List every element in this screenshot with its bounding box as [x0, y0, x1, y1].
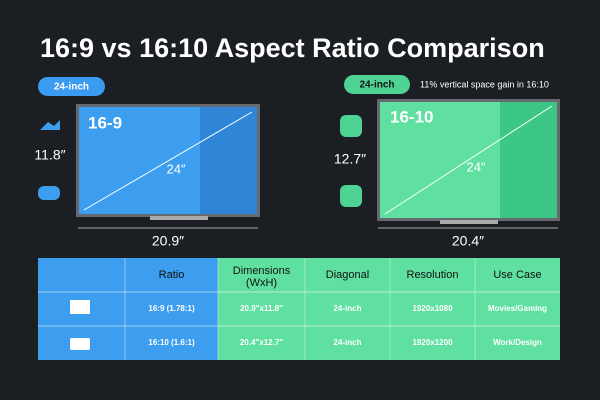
icon — [340, 115, 362, 137]
header-cell: Resolution — [407, 269, 459, 281]
badge-text: 24-inch — [359, 80, 394, 91]
width-label: 20.4″ — [452, 233, 484, 249]
note: 11% vertical space gain in 16:10 — [420, 79, 549, 89]
icon — [340, 185, 362, 207]
cell: 20.9″x11.8″ — [240, 304, 283, 313]
icon — [40, 120, 60, 130]
header-cell: Use Case — [493, 269, 541, 281]
table-blue — [38, 258, 218, 360]
screen-label: 16-10 — [390, 107, 433, 126]
cell: 24-inch — [333, 304, 361, 313]
cell: Work/Design — [493, 338, 542, 347]
cell: 1920x1080 — [412, 304, 453, 313]
header-cell: (WxH) — [246, 277, 277, 289]
row-icon — [70, 300, 90, 314]
header-cell: Dimensions — [233, 265, 291, 277]
stand — [150, 216, 208, 220]
badge-text: 24-inch — [54, 82, 89, 93]
badge — [38, 77, 105, 96]
title: 16:9 vs 16:10 Aspect Ratio Comparison — [40, 33, 545, 63]
row-icon — [70, 338, 90, 350]
screen-shade — [500, 102, 557, 218]
cell: 16:9 (1.78:1) — [148, 304, 195, 313]
cell: 16:10 (1.6:1) — [148, 338, 195, 347]
stand — [440, 220, 498, 224]
cell: 20.4″x12.7″ — [240, 338, 283, 347]
cell: Movies/Gaming — [488, 304, 547, 313]
width-label: 20.9″ — [152, 233, 184, 249]
cell: 24-inch — [333, 338, 361, 347]
cell: 1920x1200 — [412, 338, 453, 347]
badge — [344, 75, 410, 94]
screen-shade — [200, 107, 257, 214]
diagonal-label: 24″ — [466, 159, 485, 174]
height-label: 11.8″ — [34, 147, 65, 163]
table — [38, 258, 560, 360]
diagonal-line — [384, 105, 553, 215]
screen-label: 16-9 — [88, 113, 122, 132]
header-cell: Diagonal — [326, 269, 369, 281]
diagonal-label: 24″ — [166, 161, 185, 176]
table-green — [218, 258, 560, 360]
diagonal-line — [83, 111, 253, 211]
icon — [38, 186, 60, 200]
height-label: 12.7″ — [334, 151, 366, 167]
header-cell: Ratio — [159, 269, 185, 281]
